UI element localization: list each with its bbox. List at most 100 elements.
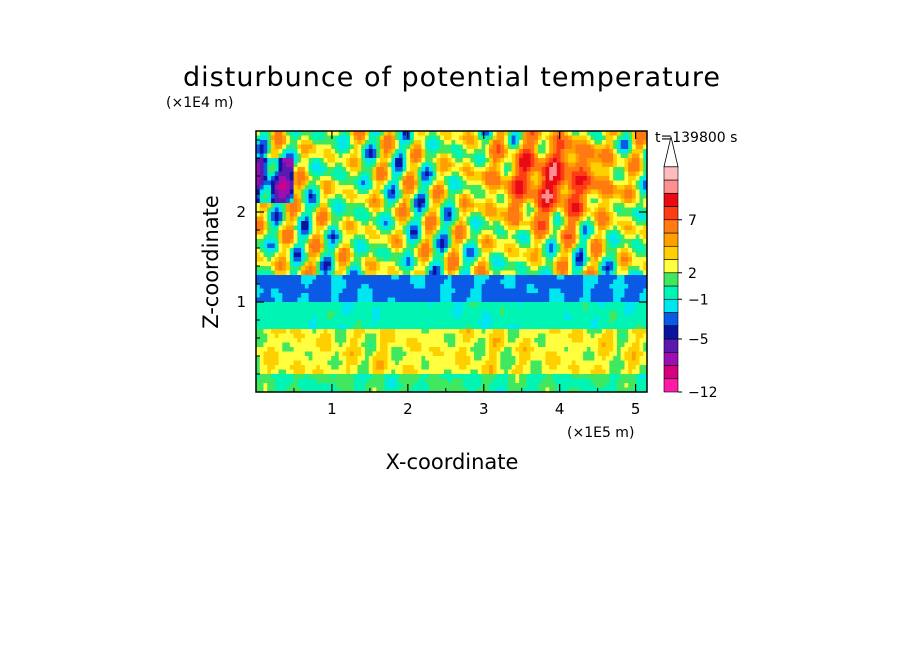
field-cell (436, 374, 441, 380)
field-cell (545, 149, 550, 155)
field-cell (496, 153, 501, 159)
field-cell (293, 288, 298, 294)
field-cell (387, 360, 392, 366)
field-cell (530, 185, 535, 191)
field-cell (447, 275, 453, 281)
field-cell (522, 374, 528, 380)
field-cell (349, 198, 355, 204)
field-cell (293, 275, 298, 281)
field-cell (417, 162, 423, 168)
field-cell (507, 248, 513, 254)
field-cell (297, 306, 302, 312)
field-cell (267, 216, 272, 222)
field-cell (440, 203, 445, 209)
field-cell (413, 171, 419, 177)
field-cell (571, 315, 577, 321)
field-cell (331, 374, 336, 380)
field-cell (522, 248, 528, 254)
field-cell (541, 369, 547, 375)
field-cell (541, 311, 547, 317)
field-cell (530, 234, 535, 240)
field-cell (413, 365, 419, 371)
field-cell (331, 230, 336, 236)
field-cell (515, 261, 520, 267)
field-cell (511, 243, 517, 249)
field-cell (417, 225, 423, 231)
field-cell (387, 333, 392, 339)
field-cell (346, 297, 351, 303)
field-cell (545, 351, 550, 357)
field-cell (406, 369, 411, 375)
field-cell (417, 315, 423, 321)
field-cell (398, 185, 404, 191)
field-cell (271, 279, 276, 285)
field-cell (312, 176, 317, 182)
field-cell (534, 189, 539, 195)
field-cell (271, 171, 276, 177)
field-cell (466, 266, 471, 272)
field-cell (492, 189, 498, 195)
field-cell (391, 347, 396, 353)
field-cell (440, 239, 445, 245)
field-cell (466, 288, 471, 294)
field-cell (571, 383, 577, 389)
field-cell (496, 221, 501, 227)
field-cell (387, 293, 392, 299)
field-cell (259, 180, 265, 186)
field-cell (319, 248, 325, 254)
field-cell (357, 351, 362, 357)
field-cell (316, 284, 321, 290)
field-cell (481, 221, 486, 227)
field-cell (316, 185, 321, 191)
field-cell (556, 131, 562, 137)
field-cell (511, 203, 517, 209)
field-cell (428, 279, 434, 285)
field-cell (500, 270, 505, 276)
field-cell (286, 360, 291, 366)
field-cell (256, 176, 261, 182)
field-cell (256, 239, 261, 245)
field-cell (541, 342, 547, 348)
field-cell (492, 198, 498, 204)
field-cell (383, 216, 389, 222)
field-cell (492, 347, 498, 353)
field-cell (301, 365, 306, 371)
field-cell (447, 270, 453, 276)
field-cell (545, 288, 550, 294)
field-cell (428, 338, 434, 344)
field-cell (489, 252, 494, 258)
field-cell (575, 140, 580, 146)
field-cell (380, 320, 385, 326)
field-cell (304, 306, 310, 312)
field-cell (432, 329, 438, 335)
field-cell (421, 360, 426, 366)
field-cell (304, 261, 310, 267)
field-cell (564, 315, 569, 321)
field-cell (481, 297, 486, 303)
field-cell (451, 378, 456, 384)
field-cell (556, 270, 562, 276)
field-cell (568, 387, 573, 392)
field-cell (263, 342, 268, 348)
field-cell (455, 275, 460, 281)
field-cell (301, 329, 306, 335)
field-cell (391, 333, 396, 339)
field-cell (338, 387, 344, 392)
field-cell (368, 158, 374, 164)
field-cell (553, 383, 558, 389)
field-cell (387, 131, 392, 137)
field-cell (549, 158, 554, 164)
field-cell (432, 374, 438, 380)
field-cell (428, 140, 434, 146)
field-cell (481, 342, 486, 348)
field-cell (410, 347, 415, 353)
field-cell (568, 158, 573, 164)
field-cell (432, 221, 438, 227)
field-cell (308, 315, 313, 321)
field-cell (256, 225, 261, 231)
field-cell (274, 347, 280, 353)
field-cell (436, 275, 441, 281)
field-cell (417, 378, 423, 384)
field-cell (541, 320, 547, 326)
field-cell (462, 302, 468, 308)
